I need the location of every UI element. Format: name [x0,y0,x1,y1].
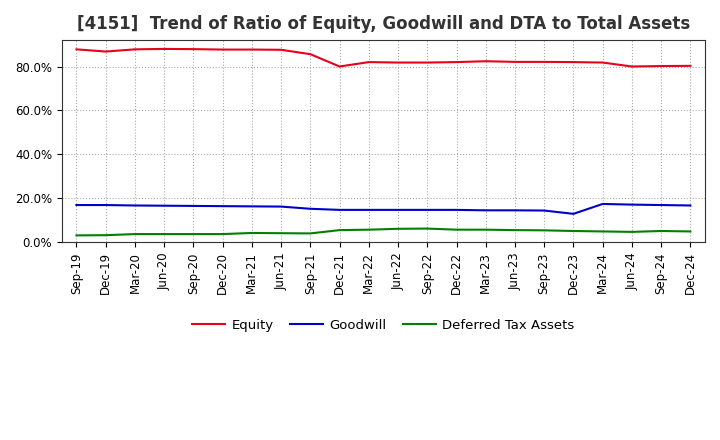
Deferred Tax Assets [569,228,577,234]
Deferred Tax Assets [423,226,431,231]
Deferred Tax Assets [276,231,285,236]
Goodwill [189,203,198,209]
Goodwill [482,208,490,213]
Goodwill [628,202,636,207]
Line: Deferred Tax Assets: Deferred Tax Assets [76,228,690,235]
Deferred Tax Assets [510,227,519,233]
Deferred Tax Assets [248,230,256,235]
Equity [686,63,695,69]
Equity [482,59,490,64]
Goodwill [72,202,81,208]
Goodwill [423,207,431,213]
Title: [4151]  Trend of Ratio of Equity, Goodwill and DTA to Total Assets: [4151] Trend of Ratio of Equity, Goodwil… [77,15,690,33]
Deferred Tax Assets [189,231,198,237]
Goodwill [686,203,695,208]
Goodwill [394,207,402,213]
Line: Goodwill: Goodwill [76,204,690,214]
Equity [306,51,315,57]
Deferred Tax Assets [336,227,344,233]
Equity [336,64,344,69]
Deferred Tax Assets [130,231,139,237]
Equity [452,59,461,65]
Deferred Tax Assets [657,228,665,234]
Equity [248,47,256,52]
Goodwill [102,202,110,208]
Goodwill [130,203,139,208]
Deferred Tax Assets [598,229,607,234]
Deferred Tax Assets [686,229,695,234]
Equity [218,47,227,52]
Equity [160,46,168,51]
Goodwill [569,211,577,216]
Equity [628,64,636,69]
Line: Equity: Equity [76,49,690,66]
Deferred Tax Assets [482,227,490,232]
Goodwill [276,204,285,209]
Deferred Tax Assets [218,231,227,237]
Deferred Tax Assets [102,232,110,238]
Goodwill [218,204,227,209]
Goodwill [248,204,256,209]
Goodwill [160,203,168,209]
Deferred Tax Assets [628,229,636,235]
Equity [276,47,285,52]
Equity [657,63,665,69]
Equity [130,47,139,52]
Goodwill [306,206,315,212]
Equity [598,60,607,65]
Equity [394,60,402,65]
Goodwill [336,207,344,213]
Equity [72,47,81,52]
Equity [569,59,577,65]
Equity [364,59,373,65]
Equity [510,59,519,65]
Deferred Tax Assets [160,231,168,237]
Goodwill [452,207,461,213]
Goodwill [510,208,519,213]
Deferred Tax Assets [452,227,461,232]
Equity [189,47,198,52]
Goodwill [540,208,549,213]
Deferred Tax Assets [72,233,81,238]
Equity [540,59,549,65]
Goodwill [598,202,607,207]
Legend: Equity, Goodwill, Deferred Tax Assets: Equity, Goodwill, Deferred Tax Assets [187,314,580,337]
Goodwill [657,202,665,208]
Goodwill [364,207,373,213]
Equity [423,60,431,65]
Deferred Tax Assets [364,227,373,232]
Equity [102,49,110,54]
Deferred Tax Assets [540,227,549,233]
Deferred Tax Assets [394,226,402,231]
Deferred Tax Assets [306,231,315,236]
